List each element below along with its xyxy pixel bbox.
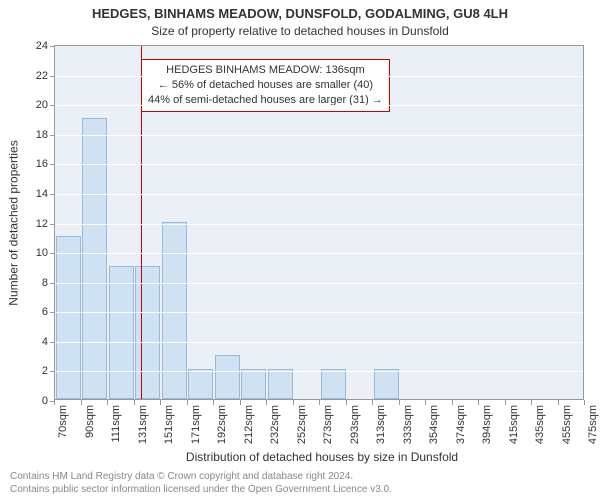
x-tick-label: 131sqm	[137, 405, 149, 444]
x-tick-label: 354sqm	[428, 405, 440, 444]
credits-line-2: Contains public sector information licen…	[10, 483, 392, 496]
x-tick-label: 192sqm	[216, 405, 228, 444]
chart-title-main: HEDGES, BINHAMS MEADOW, DUNSFOLD, GODALM…	[0, 6, 600, 21]
histogram-bar	[109, 266, 134, 399]
y-tick-label: 24	[36, 40, 55, 52]
x-tick-label: 333sqm	[402, 405, 414, 444]
y-tick-label: 16	[36, 158, 55, 170]
plot-inner: HEDGES BINHAMS MEADOW: 136sqm ← 56% of d…	[54, 45, 584, 400]
x-tick-label: 70sqm	[57, 405, 69, 438]
x-axis-label: Distribution of detached houses by size …	[54, 450, 590, 464]
histogram-bar	[56, 236, 81, 399]
callout-box: HEDGES BINHAMS MEADOW: 136sqm ← 56% of d…	[141, 59, 390, 112]
x-tick-label: 475sqm	[587, 405, 599, 444]
x-tick-label: 232sqm	[269, 405, 281, 444]
y-tick-label: 12	[36, 218, 55, 230]
gridline	[55, 135, 583, 136]
x-tick-mark	[213, 400, 214, 405]
x-tick-mark	[531, 400, 532, 405]
x-tick-label: 273sqm	[322, 405, 334, 444]
histogram-bar	[268, 369, 293, 399]
x-tick-label: 90sqm	[84, 405, 96, 438]
x-tick-label: 111sqm	[110, 405, 122, 443]
y-tick-label: 14	[36, 188, 55, 200]
gridline	[55, 194, 583, 195]
gridline	[55, 224, 583, 225]
x-tick-label: 151sqm	[163, 405, 175, 444]
gridline	[55, 105, 583, 106]
x-tick-mark	[319, 400, 320, 405]
gridline	[55, 283, 583, 284]
histogram-bar	[321, 369, 346, 399]
gridline	[55, 253, 583, 254]
credits-line-1: Contains HM Land Registry data © Crown c…	[10, 470, 392, 483]
y-tick-label: 18	[36, 129, 55, 141]
x-tick-label: 394sqm	[481, 405, 493, 444]
x-tick-mark	[266, 400, 267, 405]
y-tick-label: 4	[42, 336, 55, 348]
y-tick-label: 2	[42, 365, 55, 377]
plot-area: HEDGES BINHAMS MEADOW: 136sqm ← 56% of d…	[54, 45, 584, 400]
x-tick-mark	[81, 400, 82, 405]
x-tick-label: 293sqm	[349, 405, 361, 444]
x-tick-mark	[160, 400, 161, 405]
x-tick-label: 374sqm	[455, 405, 467, 444]
gridline	[55, 164, 583, 165]
x-tick-mark	[478, 400, 479, 405]
x-tick-mark	[558, 400, 559, 405]
x-tick-mark	[425, 400, 426, 405]
chart-title-sub: Size of property relative to detached ho…	[0, 24, 600, 38]
y-axis-label-text: Number of detached properties	[7, 140, 21, 305]
x-tick-mark	[452, 400, 453, 405]
y-axis-label: Number of detached properties	[6, 45, 22, 400]
x-tick-label: 252sqm	[296, 405, 308, 444]
y-tick-label: 6	[42, 306, 55, 318]
gridline	[55, 371, 583, 372]
x-tick-label: 415sqm	[508, 405, 520, 444]
x-tick-mark	[107, 400, 108, 405]
x-tick-label: 435sqm	[534, 405, 546, 444]
y-tick-label: 22	[36, 70, 55, 82]
x-tick-mark	[134, 400, 135, 405]
y-tick-label: 20	[36, 99, 55, 111]
gridline	[55, 342, 583, 343]
histogram-bar	[241, 369, 266, 399]
x-tick-label: 455sqm	[561, 405, 573, 444]
y-tick-label: 10	[36, 247, 55, 259]
histogram-bar	[82, 118, 107, 399]
credits: Contains HM Land Registry data © Crown c…	[10, 470, 392, 496]
histogram-bar	[188, 369, 213, 399]
x-tick-mark	[584, 400, 585, 405]
x-tick-label: 171sqm	[190, 405, 202, 444]
histogram-bar	[135, 266, 160, 399]
x-tick-label: 212sqm	[243, 405, 255, 444]
histogram-bar	[374, 369, 399, 399]
x-tick-mark	[240, 400, 241, 405]
x-tick-mark	[372, 400, 373, 405]
histogram-bar	[215, 355, 240, 399]
gridline	[55, 312, 583, 313]
x-tick-mark	[187, 400, 188, 405]
x-tick-label: 313sqm	[375, 405, 387, 444]
x-tick-mark	[293, 400, 294, 405]
x-tick-mark	[505, 400, 506, 405]
callout-line-2: ← 56% of detached houses are smaller (40…	[148, 78, 383, 93]
x-tick-mark	[54, 400, 55, 405]
x-tick-mark	[346, 400, 347, 405]
gridline	[55, 76, 583, 77]
y-tick-label: 8	[42, 277, 55, 289]
x-tick-mark	[399, 400, 400, 405]
